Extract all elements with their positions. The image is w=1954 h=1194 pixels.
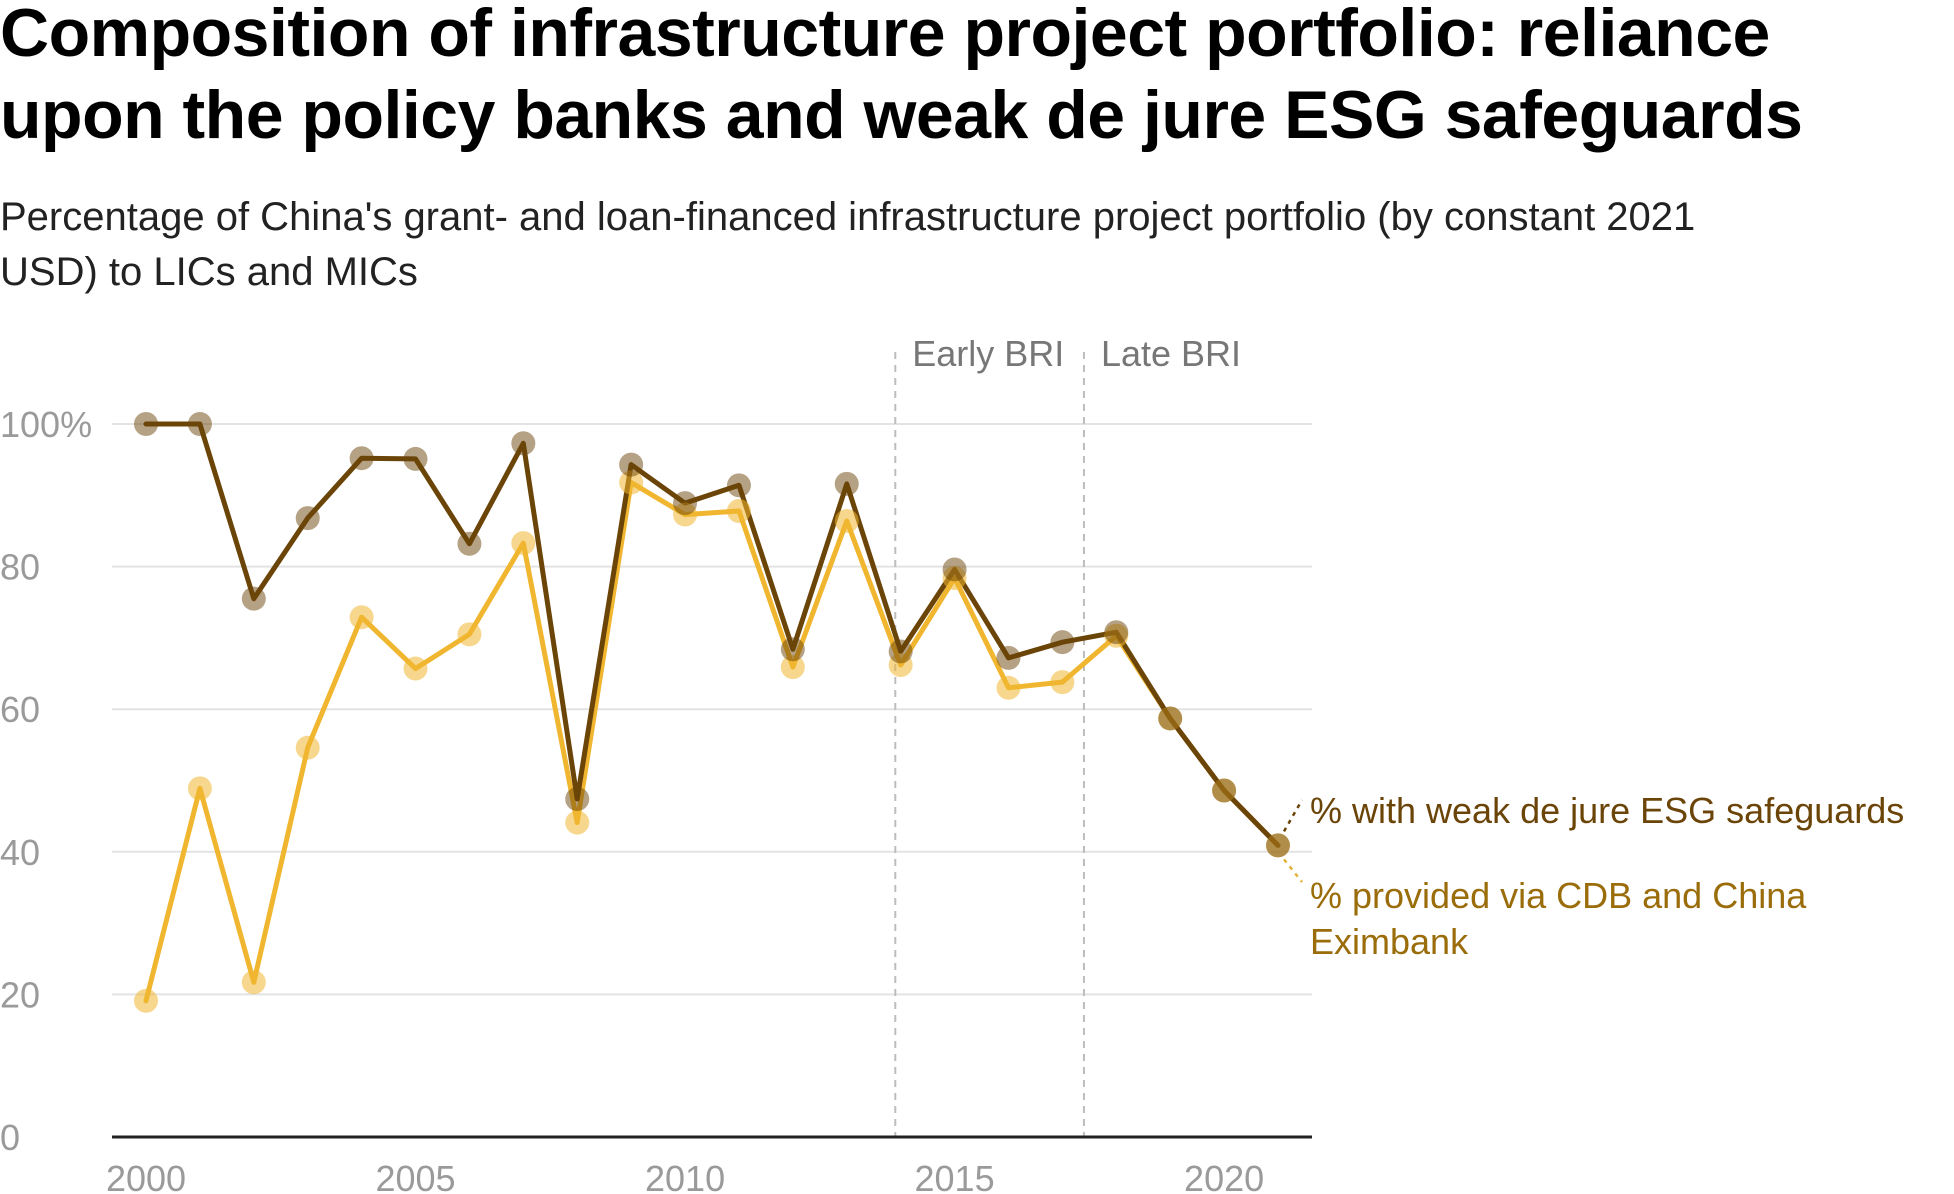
data-point — [511, 531, 536, 556]
data-point — [726, 498, 751, 523]
chart-subtitle: Percentage of China's grant- and loan-fi… — [0, 190, 1954, 300]
data-point — [673, 491, 698, 516]
series-label: Eximbank — [1310, 921, 1469, 962]
chart-title: Composition of infrastructure project po… — [0, 0, 1954, 156]
chart-subtitle-line-2: USD) to LICs and MICs — [0, 250, 418, 294]
y-tick-label: 60 — [0, 689, 40, 730]
data-point — [1158, 706, 1183, 731]
data-point — [241, 970, 266, 995]
data-point — [834, 471, 859, 496]
data-point — [403, 446, 428, 471]
series-label: % provided via CDB and China — [1310, 875, 1807, 916]
data-point — [996, 675, 1021, 700]
series-labels: % with weak de jure ESG safeguards % prov… — [1282, 790, 1904, 962]
x-tick-label: 2015 — [915, 1158, 995, 1194]
data-point — [295, 506, 320, 531]
series-lines — [143, 421, 1281, 1004]
period-label: Late BRI — [1101, 333, 1241, 374]
data-point — [1212, 778, 1237, 803]
data-point — [726, 473, 751, 498]
y-tick-label: 0 — [0, 1117, 20, 1158]
y-tick-label: 20 — [0, 974, 40, 1015]
data-point — [1104, 620, 1129, 645]
data-point — [187, 776, 212, 801]
data-point — [134, 988, 158, 1013]
data-point — [834, 508, 859, 533]
data-point — [780, 655, 805, 680]
x-tick-label: 2020 — [1184, 1158, 1264, 1194]
data-point — [1050, 670, 1075, 695]
data-point — [565, 787, 590, 812]
chart-title-line-2: upon the policy banks and weak de jure E… — [0, 77, 1803, 153]
data-point — [349, 446, 374, 471]
data-point — [888, 639, 913, 664]
series-line — [143, 480, 1281, 1004]
series-points — [134, 412, 1290, 1013]
data-point — [187, 412, 212, 436]
data-point — [996, 645, 1021, 670]
data-point — [942, 557, 967, 582]
chart-subtitle-line-1: Percentage of China's grant- and loan-fi… — [0, 195, 1696, 239]
x-tick-label: 2010 — [645, 1158, 725, 1194]
data-point — [511, 431, 536, 456]
period-markers: Early BRI Late BRI — [894, 333, 1241, 1137]
series-label: % with weak de jure ESG safeguards — [1310, 790, 1904, 831]
data-point — [1266, 833, 1290, 858]
data-point — [134, 412, 158, 436]
axes: 0 20 40 60 80 100% 2000 2005 2010 2015 2020 — [0, 404, 1312, 1194]
data-point — [619, 452, 644, 477]
series-line — [143, 421, 1281, 848]
y-tick-label: 80 — [0, 547, 40, 588]
data-point — [295, 735, 320, 760]
y-tick-label: 100% — [0, 404, 92, 445]
x-tick-label: 2005 — [375, 1158, 455, 1194]
y-tick-label: 40 — [0, 832, 40, 873]
period-label: Early BRI — [912, 333, 1064, 374]
data-point — [1050, 630, 1075, 655]
grid-lines — [112, 423, 1312, 996]
data-point — [457, 531, 482, 556]
data-point — [403, 656, 428, 681]
x-tick-label: 2000 — [106, 1158, 186, 1194]
data-point — [565, 810, 590, 835]
data-point — [241, 586, 266, 611]
data-point — [619, 470, 644, 495]
data-point — [349, 605, 374, 630]
label-leader — [1283, 858, 1303, 883]
data-point — [457, 622, 482, 647]
data-point — [780, 637, 805, 662]
label-leader — [1282, 799, 1304, 833]
chart-title-line-1: Composition of infrastructure project po… — [0, 0, 1770, 71]
